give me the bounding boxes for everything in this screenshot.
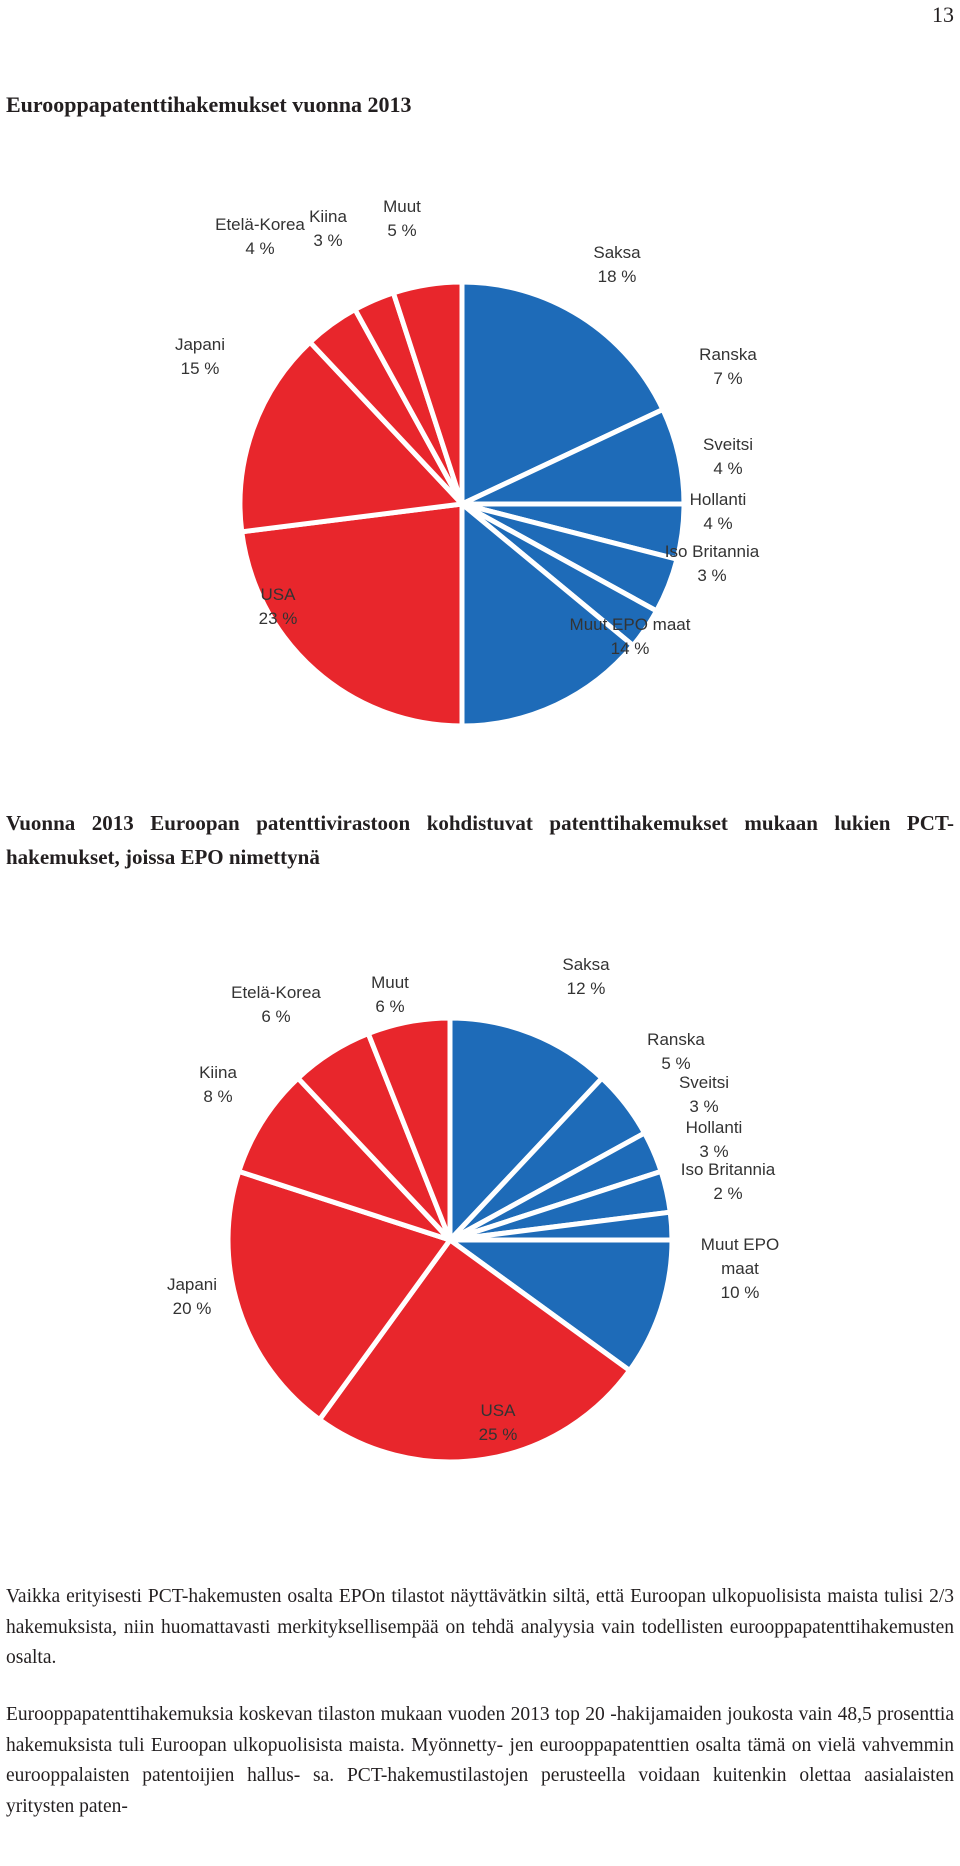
slice-label-sveitsi: Sveitsi 4 % [703,435,753,478]
pie-slice-muut-epo-maat [459,501,636,729]
slice-label-ranska: Ranska 5 % [647,1030,705,1073]
pie-chart-applications-svg: Saksa 18 % Ranska 7 % Sveitsi 4 % Hollanti 4 % I… [175,200,760,729]
pie-slice-muut [365,1015,453,1243]
slice-label-japani: Japani 20 % [167,1275,217,1318]
chart-caption: Vuonna 2013 Euroopan patenttivirastoon k… [6,811,954,869]
slice-label-usa: USA 23 % [259,585,298,628]
pie-slice-usa [317,1237,633,1465]
slice-label-muut-epo-maat: Muut EPO maat 14 % [570,615,691,658]
slice-label-muut: Muut 6 % [371,973,409,1016]
slice-label-muut-epo-maat: Muut EPO maat 10 % [701,1235,779,1302]
slice-label-sveitsi: Sveitsi 3 % [679,1073,729,1116]
body-paragraph-1: Vaikka erityisesti PCT-hakemusten osalta… [6,1586,954,1668]
page-number: 13 [932,2,954,27]
pie-slice-muut-epo-maat [447,1237,675,1373]
slice-label-hollanti: Hollanti 3 % [686,1118,743,1161]
slice-label-hollanti: Hollanti 4 % [690,490,747,533]
slice-label-saksa: Saksa 18 % [593,243,641,286]
slice-label-etel-korea: Etelä-Korea 6 % [231,983,321,1026]
pie-slice-muut [390,279,465,507]
pie-chart-pct: Saksa 12 % Ranska 5 % Sveitsi 3 % Hollanti 3 % I… [0,950,960,1530]
pie-slice-japani [237,339,465,535]
body-paragraph-2: Eurooppapatenttihakemuksia koskevan tila… [6,1704,954,1817]
pie-chart-pct-svg: Saksa 12 % Ranska 5 %Sveitsi 3 %Hollanti 3 %I… [167,955,779,1465]
slice-label-iso-britannia: Iso Britannia 2 % [681,1160,776,1203]
slice-label-iso-britannia: Iso Britannia 3 % [665,542,760,585]
page-heading: Eurooppapatenttihakemukset vuonna 2013 [6,92,412,117]
pie-slice-saksa [447,1015,605,1243]
pie-slice-usa [239,501,465,729]
pie-slice-saksa [459,279,666,507]
slice-label-japani: Japani 15 % [175,335,225,378]
slice-label-kiina: Kiina 3 % [309,207,347,250]
slice-label-kiina: Kiina 8 % [199,1063,237,1106]
slice-label-muut: Muut 5 % [383,200,421,240]
slice-label-etel-korea: Etelä-Korea 4 % [215,215,305,258]
slice-label-usa: USA 25 % [479,1401,518,1444]
pie-chart-applications: Saksa 18 % Ranska 7 % Sveitsi 4 % Hollanti 4 % I… [0,200,960,770]
slice-label-saksa: Saksa 12 % [562,955,610,998]
slice-label-ranska: Ranska 7 % [699,345,757,388]
pie-slice-japani [225,1168,453,1423]
